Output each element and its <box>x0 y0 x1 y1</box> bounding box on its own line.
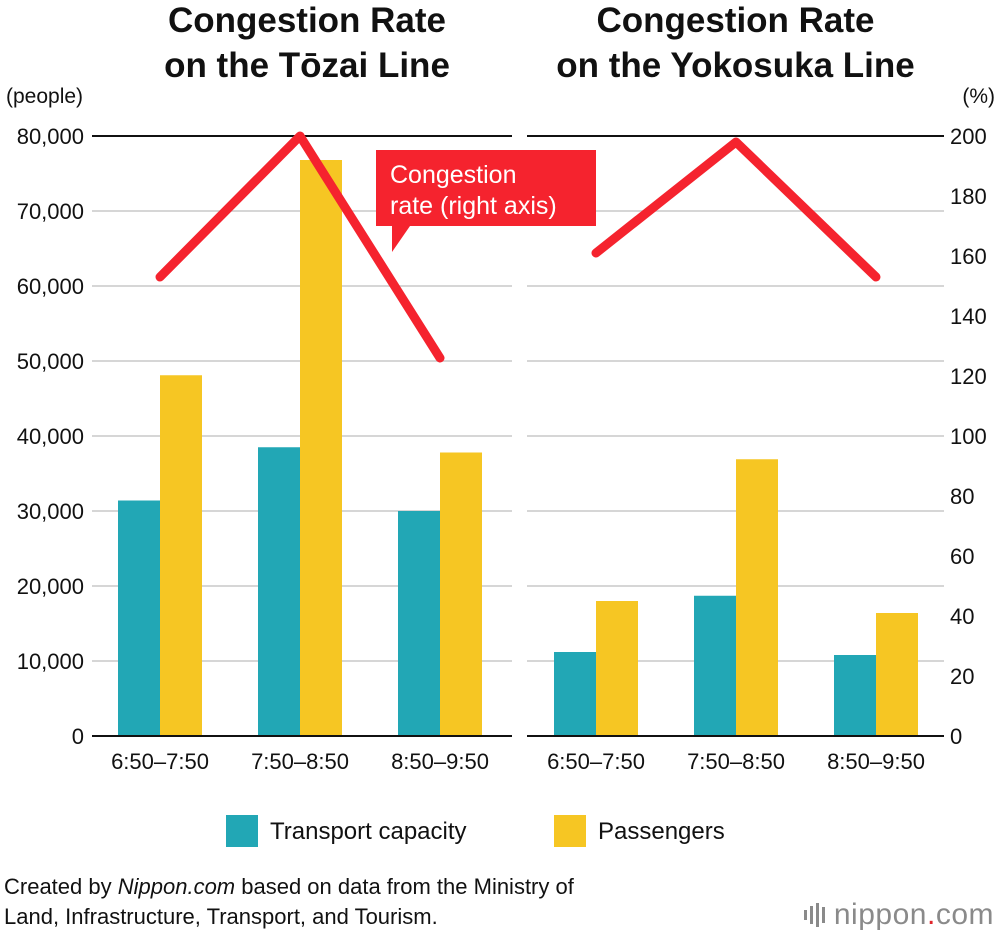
chart-title: on the Yokosuka Line <box>556 46 915 85</box>
right-axis-tick-label: 120 <box>950 364 987 389</box>
source-prefix: Created by <box>4 874 118 899</box>
right-axis-tick-label: 200 <box>950 124 987 149</box>
right-axis-unit-label: (%) <box>962 85 995 108</box>
bar-transport-capacity <box>258 447 300 736</box>
right-axis-tick-label: 20 <box>950 664 974 689</box>
legend-label: Passengers <box>598 818 725 845</box>
x-axis-category-label: 8:50–9:50 <box>827 749 925 774</box>
bar-transport-capacity <box>118 500 160 736</box>
source-rest: based on data from the Ministry of <box>235 874 574 899</box>
source-line-2: Land, Infrastructure, Transport, and Tou… <box>4 904 438 929</box>
right-axis-tick-label: 0 <box>950 724 962 749</box>
left-axis-tick-label: 40,000 <box>17 424 84 449</box>
bar-passengers <box>300 160 342 736</box>
source-site: Nippon.com <box>117 874 236 899</box>
legend-swatch <box>554 815 586 847</box>
right-axis-tick-label: 140 <box>950 304 987 329</box>
bar-passengers <box>876 613 918 736</box>
right-axis-tick-label: 160 <box>950 244 987 269</box>
right-axis-tick-label: 100 <box>950 424 987 449</box>
left-axis-tick-label: 60,000 <box>17 274 84 299</box>
x-axis-category-label: 6:50–7:50 <box>111 749 209 774</box>
callout-text: Congestion <box>390 161 516 189</box>
bar-transport-capacity <box>398 511 440 736</box>
sound-bars-icon <box>803 903 828 927</box>
bar-transport-capacity <box>834 655 876 736</box>
congestion-rate-line <box>591 137 881 282</box>
left-axis-tick-label: 70,000 <box>17 199 84 224</box>
brand-name: nippon <box>833 898 927 931</box>
x-axis-category-label: 7:50–8:50 <box>687 749 785 774</box>
legend-swatch <box>226 815 258 847</box>
x-axis-category-label: 6:50–7:50 <box>547 749 645 774</box>
right-axis-tick-label: 40 <box>950 604 974 629</box>
left-axis-tick-label: 0 <box>72 724 84 749</box>
callout-text: rate (right axis) <box>390 192 557 220</box>
right-axis-tick-label: 180 <box>950 184 987 209</box>
source-line-1: Created by Nippon.com based on data from… <box>4 872 574 902</box>
bar-transport-capacity <box>694 595 736 736</box>
chart-title: Congestion Rate <box>596 1 874 40</box>
legend-label: Transport capacity <box>270 818 467 845</box>
right-axis-tick-label: 60 <box>950 544 974 569</box>
left-axis-tick-label: 30,000 <box>17 499 84 524</box>
brand-dot: . <box>926 898 936 931</box>
nippon-logo: nippon. com <box>803 898 994 932</box>
x-axis-category-label: 8:50–9:50 <box>391 749 489 774</box>
bar-passengers <box>736 459 778 736</box>
left-axis-tick-label: 10,000 <box>17 649 84 674</box>
left-axis-unit-label: (people) <box>6 85 83 108</box>
right-axis-tick-label: 80 <box>950 484 974 509</box>
bar-passengers <box>596 601 638 736</box>
bar-passengers <box>160 375 202 736</box>
bar-transport-capacity <box>554 652 596 736</box>
source-note: Created by Nippon.com based on data from… <box>4 872 574 932</box>
brand-tld: com <box>935 898 994 931</box>
callout-box <box>376 150 596 252</box>
left-axis-tick-label: 20,000 <box>17 574 84 599</box>
congestion-rate-line <box>155 131 445 363</box>
bar-passengers <box>440 452 482 736</box>
x-axis-category-label: 7:50–8:50 <box>251 749 349 774</box>
chart-title: on the Tōzai Line <box>164 46 450 85</box>
chart-title: Congestion Rate <box>168 1 446 40</box>
left-axis-tick-label: 80,000 <box>17 124 84 149</box>
left-axis-tick-label: 50,000 <box>17 349 84 374</box>
